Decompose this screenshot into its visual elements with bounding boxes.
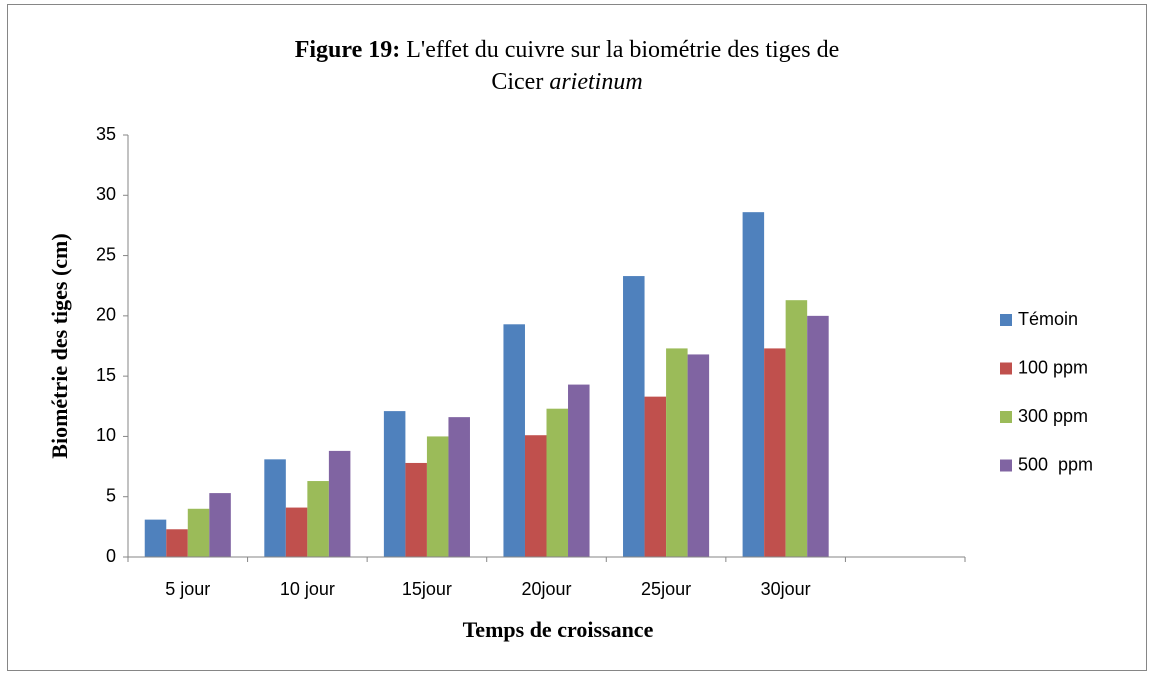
bar	[524, 435, 547, 557]
title-italic: arietinum	[549, 69, 642, 95]
legend-label: 100 ppm	[1018, 357, 1088, 377]
bar	[742, 212, 765, 557]
chart-title: Figure 19: L'effet du cuivre sur la biom…	[295, 37, 840, 63]
legend-label: 300 ppm	[1018, 406, 1088, 426]
bar	[264, 459, 286, 557]
x-tick-label: 15jour	[402, 579, 452, 599]
y-tick-label: 10	[96, 425, 116, 445]
bar	[448, 417, 470, 557]
y-tick-label: 15	[96, 365, 116, 385]
y-tick-label: 0	[106, 546, 116, 566]
bar	[405, 462, 427, 557]
y-tick-label: 20	[96, 305, 116, 325]
y-axis-title: Biométrie des tiges (cm)	[47, 233, 72, 458]
bar	[568, 384, 590, 557]
x-tick-label: 10 jour	[280, 579, 335, 599]
bar	[209, 493, 231, 557]
y-tick-label: 35	[96, 124, 116, 144]
legend-swatch	[1000, 459, 1012, 472]
chart-title-line2: Cicer arietinum	[491, 69, 642, 95]
legend-swatch	[1000, 411, 1012, 423]
bar	[807, 315, 829, 557]
chart-frame	[7, 4, 1147, 671]
bar	[166, 529, 188, 557]
bar	[144, 519, 167, 557]
title-label: Figure 19:	[295, 37, 401, 63]
x-tick-label: 5 jour	[165, 579, 210, 599]
bar	[666, 348, 688, 557]
y-tick-label: 5	[106, 485, 116, 505]
legend-label: 500 ppm	[1018, 454, 1093, 474]
x-axis-title: Temps de croissance	[463, 617, 654, 642]
legend-label: Témoin	[1018, 309, 1078, 329]
bar	[644, 396, 667, 557]
bar	[383, 411, 406, 557]
bar	[687, 354, 710, 557]
y-tick-label: 30	[96, 184, 116, 204]
legend-swatch	[1000, 362, 1012, 375]
title-text: L'effet du cuivre sur la biométrie des t…	[406, 37, 839, 63]
bar	[785, 300, 808, 557]
bar	[546, 408, 569, 557]
x-tick-label: 25jour	[641, 579, 691, 599]
bar	[187, 508, 210, 557]
bar	[503, 324, 525, 557]
x-tick-label: 30jour	[761, 579, 811, 599]
bar	[426, 436, 449, 557]
y-tick-label: 25	[96, 244, 116, 264]
bar	[764, 348, 786, 557]
bar	[328, 450, 351, 557]
bar	[623, 276, 645, 557]
bar	[307, 481, 329, 557]
x-tick-label: 20jour	[521, 579, 571, 599]
title-line2: Cicer	[491, 69, 543, 95]
bar	[285, 507, 308, 557]
legend-swatch	[1000, 314, 1012, 326]
